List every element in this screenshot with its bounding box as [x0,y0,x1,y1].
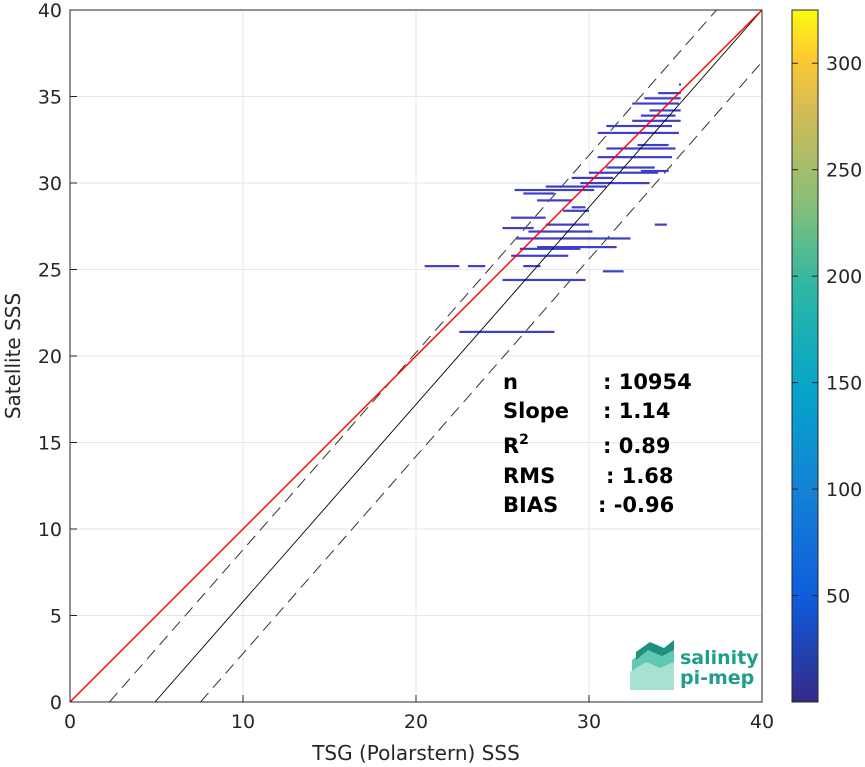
y-tick-label: 20 [38,346,62,368]
scatter-point [467,265,486,268]
scatter-point [516,237,631,240]
scatter-point [519,247,581,250]
colorbar-tick-label: 300 [826,53,862,75]
scatter-point [658,92,681,95]
scatter-point [459,330,555,333]
scatter-point [644,97,681,100]
scatter-point [511,254,569,257]
y-tick-label: 5 [50,606,62,628]
colorbar-tick-label: 100 [826,479,862,501]
x-tick-label: 30 [577,711,601,733]
scatter-point [528,230,593,233]
scatter-point [597,156,673,159]
scatter-point [563,209,589,212]
one-to-one-line [69,9,763,703]
x-tick-label: 20 [404,711,428,733]
scatter-point [537,246,617,249]
stat-value: : 1.14 [603,399,671,423]
stat-value: : 10954 [603,370,692,394]
scatter-point [632,102,679,105]
stat-label: BIAS [503,493,558,517]
scatter-point [606,166,655,169]
y-axis-ticks: 0 5 10 15 20 25 30 35 40 [38,0,77,714]
x-tick-label: 10 [231,711,255,733]
scatter-point [640,114,676,117]
y-tick-label: 30 [38,173,62,195]
logo-line2: pi-mep [680,667,754,689]
scatter-point [640,169,669,173]
scatter-point [502,278,586,282]
stat-superscript: 2 [519,432,529,448]
scatter-point [537,199,572,202]
scatter-point [571,176,614,180]
scatter-point [580,182,650,185]
stat-label: Slope [503,399,569,423]
stat-label: RMS [503,464,555,488]
colorbar-tick-label: 50 [826,586,850,608]
colorbar-ticks: 50 100 150 200 250 300 [792,53,862,608]
scatter-points [424,83,681,333]
regression-line [154,9,763,703]
y-tick-label: 35 [38,87,62,109]
x-axis-label: TSG (Polarstern) SSS [311,741,520,765]
stat-value: : 0.89 [603,434,671,458]
rms-band-line [200,61,763,703]
scatter-point [424,265,460,268]
y-axis-label: Satellite SSS [1,293,25,419]
scatter-point [654,223,667,226]
colorbar-tick-label: 250 [826,160,862,182]
scatter-point [637,143,669,147]
colorbar [791,9,819,703]
y-tick-label: 15 [38,433,62,455]
scatter-point [571,206,586,209]
scatter-point [545,223,589,226]
scatter-point [514,188,595,192]
colorbar-tick-label: 200 [826,266,862,288]
scatter-point [545,185,607,188]
fit-lines [69,9,763,703]
colorbar-tick-label: 150 [826,373,862,395]
scatter-point [606,124,673,128]
x-tick-label: 0 [64,711,76,733]
scatter-point [523,265,541,268]
stat-value: : 1.68 [606,464,674,488]
scatter-point [602,270,624,273]
scatter-point [523,192,555,195]
stat-label: n [503,370,518,394]
y-tick-label: 40 [38,0,62,22]
logo-line1: salinity [680,647,759,669]
salinity-pimep-logo: salinity pi-mep [630,640,759,690]
scatter-point [678,83,681,86]
y-tick-label: 25 [38,260,62,282]
scatter-point [589,171,659,174]
x-axis-ticks: 0 10 20 30 40 [64,695,774,733]
x-tick-label: 40 [750,711,774,733]
scatter-point [511,216,546,219]
scatter-point [632,119,681,122]
y-tick-label: 0 [50,692,62,714]
scatter-point [502,226,534,230]
y-tick-label: 10 [38,519,62,541]
scatter-point [649,109,681,112]
stat-value: : -0.96 [598,493,674,517]
